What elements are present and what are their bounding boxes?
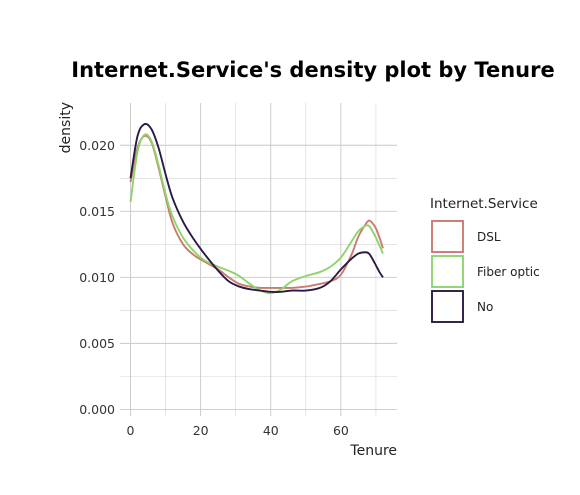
legend-label-fiber-optic: Fiber optic	[477, 265, 540, 279]
series-lines	[129, 122, 384, 295]
legend-label-dsl: DSL	[477, 230, 501, 244]
legend-key-fiber-optic	[431, 255, 464, 288]
y-axis-ticks: 0.000 0.005 0.010 0.015 0.020	[79, 138, 115, 417]
grid	[120, 103, 397, 416]
series-line-fiber-optic	[129, 133, 384, 295]
legend: Internet.Service DSL Fiber optic No	[430, 196, 540, 323]
legend-title: Internet.Service	[430, 196, 538, 212]
x-tick-label: 60	[333, 423, 349, 438]
y-tick-label: 0.020	[79, 138, 115, 153]
legend-key-no	[431, 290, 464, 323]
legend-key-dsl	[431, 220, 464, 253]
x-axis-title: Tenure	[349, 443, 397, 459]
x-tick-label: 20	[193, 423, 209, 438]
x-axis-ticks: 0 20 40 60	[127, 423, 349, 438]
y-tick-label: 0.000	[79, 402, 115, 417]
y-tick-label: 0.010	[79, 270, 115, 285]
y-tick-label: 0.015	[79, 204, 115, 219]
series-line-no	[129, 122, 384, 293]
legend-label-no: No	[477, 300, 493, 314]
y-tick-label: 0.005	[79, 336, 115, 351]
x-tick-label: 40	[263, 423, 279, 438]
y-axis-title: density	[58, 102, 74, 153]
x-tick-label: 0	[127, 423, 135, 438]
chart-title: Internet.Service's density plot by Tenur…	[71, 58, 554, 82]
